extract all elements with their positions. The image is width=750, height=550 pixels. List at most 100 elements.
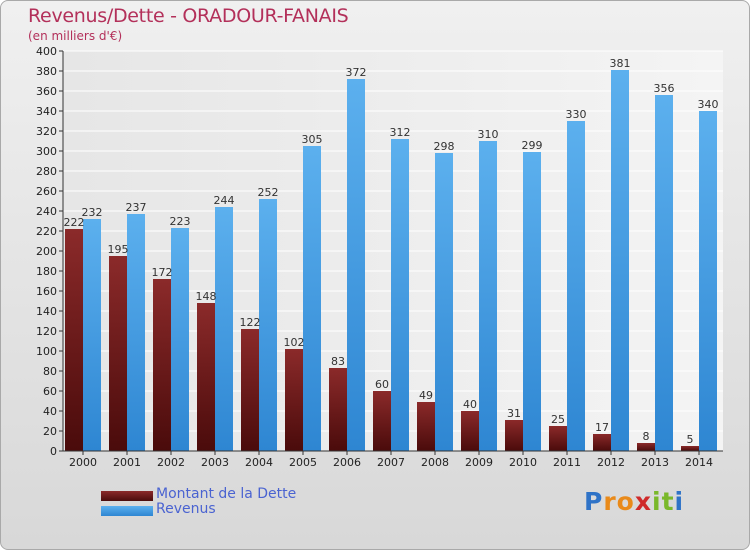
bar-revenus-2009 [479, 141, 497, 451]
bar-revenus-2003 [215, 207, 233, 451]
bar-revenus-2000 [83, 219, 101, 451]
data-label-revenus-2000: 232 [82, 206, 103, 219]
bar-debt-2002 [153, 279, 171, 451]
y-tick-label: 160 [36, 285, 57, 298]
data-label-revenus-2001: 237 [126, 201, 147, 214]
y-tick-label: 240 [36, 205, 57, 218]
bar-revenus-2005 [303, 146, 321, 451]
logo-letter: P [584, 487, 604, 516]
data-label-debt-2010: 31 [507, 407, 521, 420]
logo-letter: x [634, 487, 652, 516]
data-label-revenus-2009: 310 [478, 128, 499, 141]
bar-debt-2008 [417, 402, 435, 451]
data-label-revenus-2013: 356 [654, 82, 675, 95]
bar-debt-2013 [637, 443, 655, 451]
data-label-debt-2011: 25 [551, 413, 565, 426]
bar-debt-2007 [373, 391, 391, 451]
data-label-revenus-2007: 312 [390, 126, 411, 139]
data-label-revenus-2010: 299 [522, 139, 543, 152]
y-tick-label: 380 [36, 65, 57, 78]
bar-revenus-2012 [611, 70, 629, 451]
logo-letter: t [661, 487, 675, 516]
y-tick-label: 60 [43, 385, 57, 398]
bar-debt-2014 [681, 446, 699, 451]
x-tick-label: 2011 [553, 456, 581, 469]
x-tick-label: 2003 [201, 456, 229, 469]
data-label-debt-2005: 102 [284, 336, 305, 349]
x-tick-label: 2004 [245, 456, 273, 469]
x-tick-label: 2000 [69, 456, 97, 469]
x-tick-label: 2012 [597, 456, 625, 469]
data-label-debt-2001: 195 [108, 243, 129, 256]
x-tick-label: 2008 [421, 456, 449, 469]
y-tick-label: 360 [36, 85, 57, 98]
data-label-debt-2003: 148 [196, 290, 217, 303]
bar-revenus-2001 [127, 214, 145, 451]
bar-debt-2003 [197, 303, 215, 451]
bar-debt-2000 [65, 229, 83, 451]
y-tick-label: 180 [36, 265, 57, 278]
bar-debt-2005 [285, 349, 303, 451]
legend-swatch-debt [101, 491, 153, 501]
y-tick-label: 140 [36, 305, 57, 318]
logo-letter: i [674, 487, 685, 516]
y-tick-label: 80 [43, 365, 57, 378]
logo-letter: i [652, 487, 662, 516]
legend-label-debt: Montant de la Dette [156, 486, 297, 502]
bar-debt-2010 [505, 420, 523, 451]
y-tick-label: 120 [36, 325, 57, 338]
x-tick-label: 2009 [465, 456, 493, 469]
data-label-debt-2009: 40 [463, 398, 477, 411]
y-tick-label: 200 [36, 245, 57, 258]
bar-debt-2009 [461, 411, 479, 451]
data-label-debt-2004: 122 [240, 316, 261, 329]
data-label-revenus-2005: 305 [302, 133, 323, 146]
bar-revenus-2008 [435, 153, 453, 451]
bar-revenus-2007 [391, 139, 409, 451]
logo-letter: r [603, 487, 617, 516]
bar-debt-2012 [593, 434, 611, 451]
data-label-revenus-2002: 223 [170, 215, 191, 228]
data-label-revenus-2012: 381 [610, 57, 631, 70]
x-tick-label: 2002 [157, 456, 185, 469]
data-label-debt-2013: 8 [643, 430, 650, 443]
bar-revenus-2011 [567, 121, 585, 451]
data-label-debt-2014: 5 [687, 433, 694, 446]
proxiti-logo: Proxiti [584, 487, 684, 516]
y-tick-label: 20 [43, 425, 57, 438]
bar-debt-2011 [549, 426, 567, 451]
y-tick-label: 0 [50, 445, 57, 458]
y-tick-label: 300 [36, 145, 57, 158]
chart-title: Revenus/Dette - ORADOUR-FANAIS [28, 5, 349, 27]
y-tick-label: 260 [36, 185, 57, 198]
data-label-debt-2012: 17 [595, 421, 609, 434]
chart-subtitle: (en milliers d'€) [28, 29, 123, 43]
bar-revenus-2014 [699, 111, 717, 451]
data-label-debt-2002: 172 [152, 266, 173, 279]
bar-debt-2006 [329, 368, 347, 451]
data-label-revenus-2003: 244 [214, 194, 235, 207]
y-tick-label: 400 [36, 45, 57, 58]
legend-swatch-revenus [101, 506, 153, 516]
x-tick-label: 2007 [377, 456, 405, 469]
bar-debt-2001 [109, 256, 127, 451]
x-tick-label: 2013 [641, 456, 669, 469]
data-label-revenus-2004: 252 [258, 186, 279, 199]
y-tick-label: 280 [36, 165, 57, 178]
bar-revenus-2006 [347, 79, 365, 451]
x-tick-label: 2010 [509, 456, 537, 469]
data-label-revenus-2014: 340 [698, 98, 719, 111]
data-label-debt-2000: 222 [64, 216, 85, 229]
x-tick-label: 2001 [113, 456, 141, 469]
bar-revenus-2004 [259, 199, 277, 451]
logo-letter: o [616, 487, 635, 516]
x-tick-label: 2014 [685, 456, 713, 469]
y-tick-label: 100 [36, 345, 57, 358]
x-tick-label: 2006 [333, 456, 361, 469]
bar-revenus-2002 [171, 228, 189, 451]
bar-debt-2004 [241, 329, 259, 451]
data-label-debt-2007: 60 [375, 378, 389, 391]
data-label-debt-2008: 49 [419, 389, 433, 402]
